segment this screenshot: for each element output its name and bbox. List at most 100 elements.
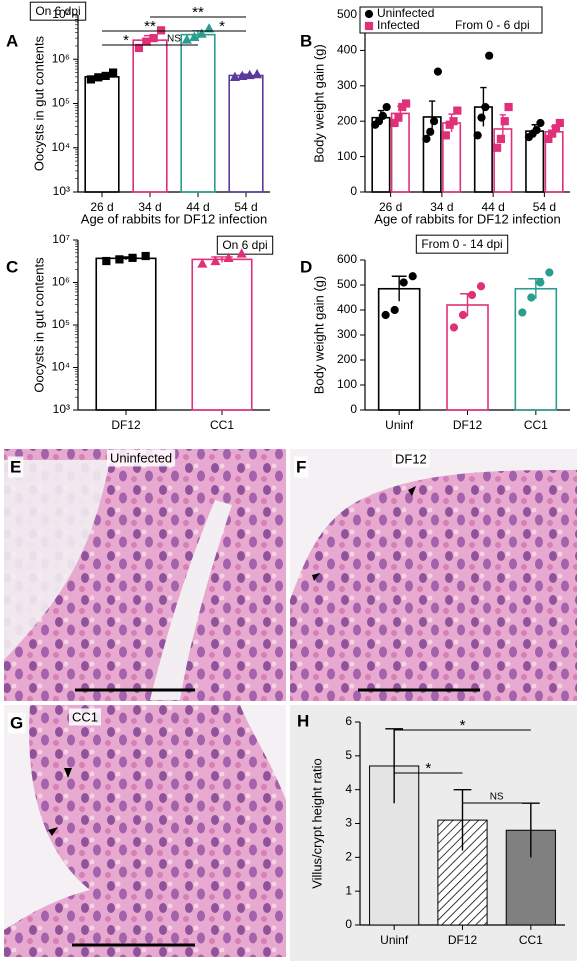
y-tick-label: 6	[345, 714, 352, 728]
x-tick-label: 54 d	[533, 200, 556, 214]
data-point	[536, 278, 545, 287]
y-tick-label: 500	[337, 7, 357, 21]
y-tick-label: 0	[350, 402, 357, 416]
x-axis-label: Age of rabbits for DF12 infection	[81, 211, 267, 226]
data-point	[408, 272, 417, 281]
letter-bg	[8, 712, 26, 734]
histology-f	[290, 449, 577, 701]
y-tick-label: 0	[350, 184, 357, 198]
data-point	[101, 71, 110, 81]
bar	[180, 33, 216, 193]
data-point	[518, 308, 527, 317]
error-bar	[429, 100, 436, 133]
data-point	[532, 125, 541, 135]
data-point	[399, 278, 408, 287]
y-tick-label: 10⁷	[52, 7, 70, 21]
data-point	[390, 305, 399, 315]
data-point	[378, 111, 387, 120]
y-tick-label: 2	[345, 850, 352, 864]
y-tick-label: 10⁵	[52, 317, 70, 331]
data-point	[401, 99, 411, 108]
data-point	[181, 34, 192, 44]
data-point	[108, 68, 118, 77]
y-tick-label: 3	[345, 816, 352, 830]
y-tick-label: 10⁶	[52, 51, 70, 65]
y-axis-label: Body weight gain (g)	[311, 276, 326, 395]
bar	[191, 258, 253, 411]
y-tick-label: 400	[337, 302, 357, 316]
y-tick-label: 500	[337, 277, 357, 291]
data-point	[189, 31, 200, 41]
y-tick-label: 1	[345, 883, 352, 897]
data-point	[485, 51, 494, 60]
data-point	[477, 113, 486, 122]
data-point	[555, 118, 564, 128]
y-axis-label: Oocysts in gut contents	[31, 257, 46, 393]
data-point	[149, 34, 158, 43]
data-point	[244, 69, 255, 80]
legend-box	[359, 6, 543, 34]
image-label: DF12	[395, 451, 427, 466]
panel-letter: F	[296, 457, 306, 476]
significance-label: *	[123, 32, 129, 49]
data-point	[473, 131, 482, 140]
label-bg	[69, 708, 102, 726]
bar	[228, 74, 264, 193]
x-tick-label: CC1	[519, 933, 543, 947]
data-point	[236, 248, 247, 258]
histology-e	[4, 449, 286, 701]
x-tick-label: 44 d	[481, 200, 504, 214]
data-point	[449, 117, 458, 126]
image-label: Uninfected	[110, 450, 172, 465]
bar	[377, 287, 421, 411]
y-tick-label: 5	[345, 748, 352, 762]
chart-title: From 0 - 14 dpi	[421, 237, 502, 251]
significance-label: *	[460, 717, 466, 734]
data-point	[433, 67, 443, 76]
data-point	[197, 258, 208, 268]
data-point	[141, 251, 150, 261]
letter-bg	[8, 456, 24, 478]
x-tick-label: DF12	[453, 418, 483, 432]
legend-label: Infected	[377, 18, 420, 32]
significance-label: *	[425, 760, 431, 777]
title-box	[29, 1, 87, 21]
error-bar	[385, 728, 404, 804]
x-tick-label: 26 d	[90, 200, 113, 214]
y-tick-label: 10⁷	[52, 232, 70, 246]
x-tick-label: 54 d	[234, 200, 257, 214]
data-point	[94, 73, 103, 82]
x-tick-label: CC1	[210, 418, 234, 432]
data-point	[142, 37, 151, 46]
significance-label: *	[219, 18, 225, 35]
bar	[514, 287, 558, 411]
panel-letter: H	[297, 711, 309, 730]
histology-g	[4, 705, 286, 957]
y-tick-label: 400	[337, 43, 357, 57]
data-point	[229, 71, 240, 81]
y-tick-label: 600	[337, 252, 357, 266]
y-tick-label: 0	[345, 917, 352, 931]
annotation: From 0 - 6 dpi	[455, 18, 530, 32]
error-bar	[391, 275, 407, 302]
data-point	[115, 255, 124, 264]
data-point	[426, 127, 435, 136]
x-tick-label: DF12	[448, 933, 478, 947]
data-point	[134, 43, 144, 53]
x-tick-label: DF12	[111, 418, 141, 432]
x-axis-label: Age of rabbits for DF12 infection	[374, 211, 560, 226]
bar	[446, 304, 489, 411]
panel-letter: C	[6, 257, 18, 276]
data-point	[467, 290, 477, 300]
x-tick-label: 34 d	[430, 200, 453, 214]
significance-label: **	[144, 18, 156, 35]
data-point	[504, 102, 513, 112]
image-label: CC1	[72, 709, 98, 724]
data-point	[441, 131, 450, 140]
y-axis-label: Body weight gain (g)	[311, 44, 326, 163]
y-tick-label: 4	[345, 782, 352, 796]
panel-letter: D	[300, 257, 312, 276]
data-point	[458, 310, 468, 320]
